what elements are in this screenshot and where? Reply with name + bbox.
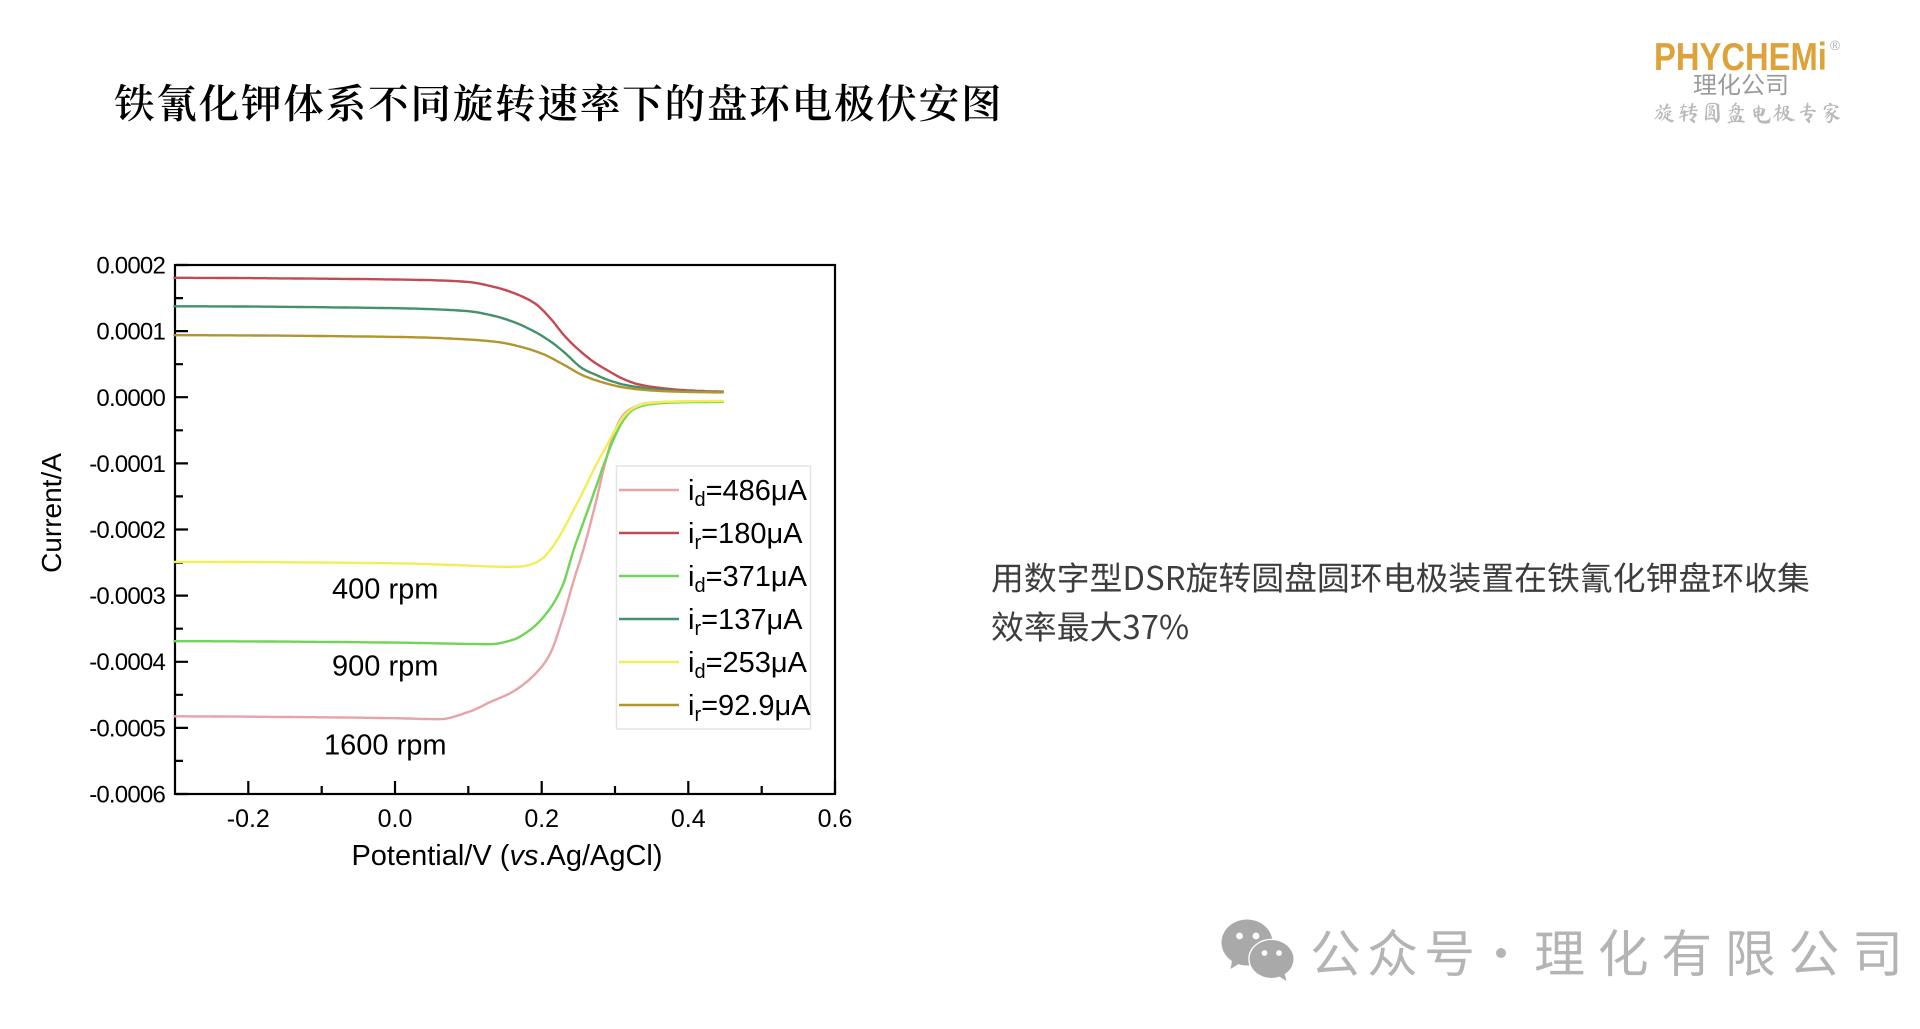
svg-text:0.6: 0.6 (818, 805, 853, 833)
svg-text:PHYCHEMi: PHYCHEMi (1654, 34, 1827, 78)
svg-text:id=486μA: id=486μA (688, 475, 808, 511)
svg-text:0.0000: 0.0000 (96, 385, 165, 412)
svg-text:-0.0006: -0.0006 (89, 782, 165, 809)
svg-text:900 rpm: 900 rpm (332, 651, 438, 683)
svg-text:id=253μA: id=253μA (688, 647, 808, 683)
svg-text:-0.0005: -0.0005 (89, 715, 165, 742)
svg-text:id=371μA: id=371μA (688, 561, 808, 597)
svg-text:1600 rpm: 1600 rpm (324, 730, 447, 762)
svg-text:0.0: 0.0 (378, 805, 413, 833)
svg-text:ir=137μA: ir=137μA (688, 604, 803, 640)
svg-text:-0.0004: -0.0004 (89, 649, 165, 676)
svg-text:0.0001: 0.0001 (96, 319, 165, 346)
svg-text:0.2: 0.2 (524, 805, 559, 833)
svg-text:-0.0002: -0.0002 (89, 517, 165, 544)
svg-text:400 rpm: 400 rpm (332, 574, 438, 606)
svg-text:Potential/V (vs.Ag/AgCl): Potential/V (vs.Ag/AgCl) (351, 840, 662, 872)
svg-text:-0.0001: -0.0001 (89, 451, 165, 478)
svg-text:0.0002: 0.0002 (96, 253, 165, 280)
svg-text:ir=92.9μA: ir=92.9μA (688, 690, 811, 726)
svg-text:Current/A: Current/A (36, 453, 67, 573)
svg-text:-0.2: -0.2 (227, 805, 270, 833)
svg-text:-0.0003: -0.0003 (89, 583, 165, 610)
svg-text:ir=180μA: ir=180μA (688, 518, 803, 554)
svg-text:®: ® (1830, 38, 1840, 53)
svg-text:0.4: 0.4 (671, 805, 706, 833)
